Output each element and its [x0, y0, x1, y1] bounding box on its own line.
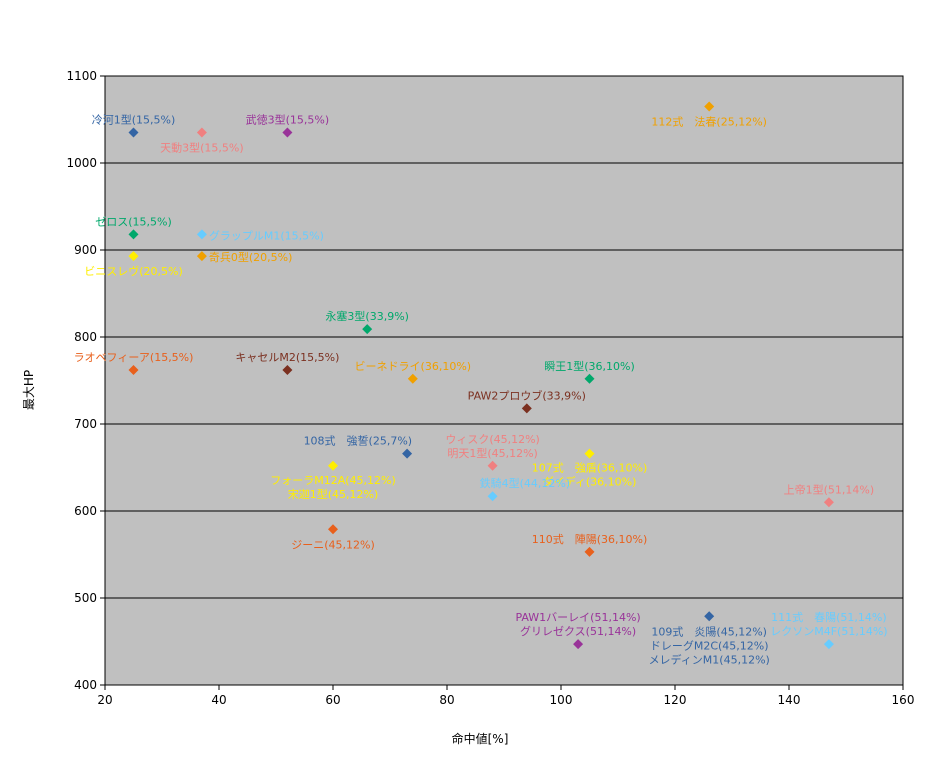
data-label: ビーネドライ(36,10%)	[355, 360, 472, 373]
data-point	[584, 448, 595, 459]
data-point	[584, 546, 595, 557]
x-tick-label: 60	[325, 693, 340, 707]
data-point	[128, 251, 139, 262]
data-label: 上帝1型(51,14%)	[784, 482, 875, 496]
y-tick-label: 1000	[66, 156, 97, 170]
data-point	[362, 324, 373, 335]
data-label: 天動3型(15,5%)	[160, 141, 244, 155]
y-tick-label: 700	[74, 417, 97, 431]
data-point	[584, 373, 595, 384]
data-label: 瞬王1型(36,10%)	[544, 359, 635, 373]
y-tick-label: 500	[74, 591, 97, 605]
data-point	[823, 639, 834, 650]
y-tick-label: 1100	[66, 69, 97, 83]
data-label: ドレーグM2C(45,12%)	[650, 638, 769, 652]
data-label: ラオベフィーア(15,5%)	[74, 351, 194, 364]
x-tick-label: 20	[97, 693, 112, 707]
data-label: 奇兵0型(20,5%)	[209, 250, 293, 264]
data-label: グリレゼクス(51,14%)	[520, 624, 636, 638]
data-point	[328, 524, 338, 535]
data-point	[487, 491, 498, 502]
data-label: ビニスレヴ(20,5%)	[84, 264, 183, 278]
data-label: 明天1型(45,12%)	[447, 446, 538, 460]
data-point	[196, 229, 207, 240]
y-tick-label: 400	[74, 678, 97, 692]
data-label: ゼロス(15,5%)	[95, 215, 172, 228]
data-label: 冷河1型(15,5%)	[92, 113, 176, 127]
data-point	[823, 497, 834, 508]
data-label: 107式 強盾(36,10%)	[532, 462, 648, 475]
data-point	[196, 251, 207, 262]
x-tick-label: 160	[892, 693, 915, 707]
data-point	[487, 460, 498, 471]
data-label: ウィスク(45,12%)	[445, 433, 540, 446]
data-label: 宋迦1型(45,12%)	[288, 487, 379, 501]
data-point	[521, 403, 532, 414]
data-label: フォーラM12A(45,12%)	[270, 474, 396, 487]
data-point	[282, 365, 293, 376]
data-label: キャセルM2(15,5%)	[235, 351, 339, 364]
x-tick-label: 140	[778, 693, 801, 707]
data-label: 永塞3型(33,9%)	[325, 309, 409, 323]
data-label: 109式 炎陽(45,12%)	[651, 625, 767, 638]
data-point	[282, 127, 293, 138]
y-tick-label: 800	[74, 330, 97, 344]
y-tick-label: 900	[74, 243, 97, 257]
data-label: 110式 陣陽(36,10%)	[532, 533, 648, 546]
data-label: 112式 法春(25,12%)	[651, 114, 767, 128]
data-label: PAW2プロウブ(33,9%)	[468, 388, 586, 402]
data-label: メレディンM1(45,12%)	[649, 652, 770, 666]
data-point	[704, 101, 715, 112]
data-label: ダイディ(36,10%)	[543, 475, 637, 489]
data-point	[328, 460, 338, 471]
data-label: 111式 春陽(51,14%)	[771, 611, 887, 624]
data-label: レクソンM4F(51,14%)	[770, 625, 887, 638]
data-label: 鉄騎4型(44,12%)	[480, 476, 571, 490]
data-point	[402, 448, 413, 459]
data-label: ジーニ(45,12%)	[291, 538, 375, 551]
data-label: 武徳3型(15,5%)	[246, 113, 330, 127]
plot-area	[104, 75, 904, 686]
y-axis-title: 最大HP	[22, 370, 36, 410]
x-tick-label: 40	[211, 693, 226, 707]
data-label: グラップルM1(15,5%)	[209, 228, 324, 242]
x-tick-label: 120	[664, 693, 687, 707]
y-tick-label: 600	[74, 504, 97, 518]
x-tick-label: 100	[550, 693, 573, 707]
data-point	[128, 229, 139, 240]
data-point	[704, 611, 715, 622]
data-point	[196, 127, 207, 138]
data-point	[407, 373, 418, 384]
data-point	[128, 365, 139, 376]
data-point	[128, 127, 139, 138]
data-label: 108式 強誓(25,7%)	[304, 435, 413, 448]
data-label: PAW1バーレイ(51,14%)	[515, 611, 640, 624]
x-axis-title: 命中値[%]	[452, 731, 509, 746]
data-point	[573, 639, 584, 650]
x-tick-label: 80	[439, 693, 454, 707]
